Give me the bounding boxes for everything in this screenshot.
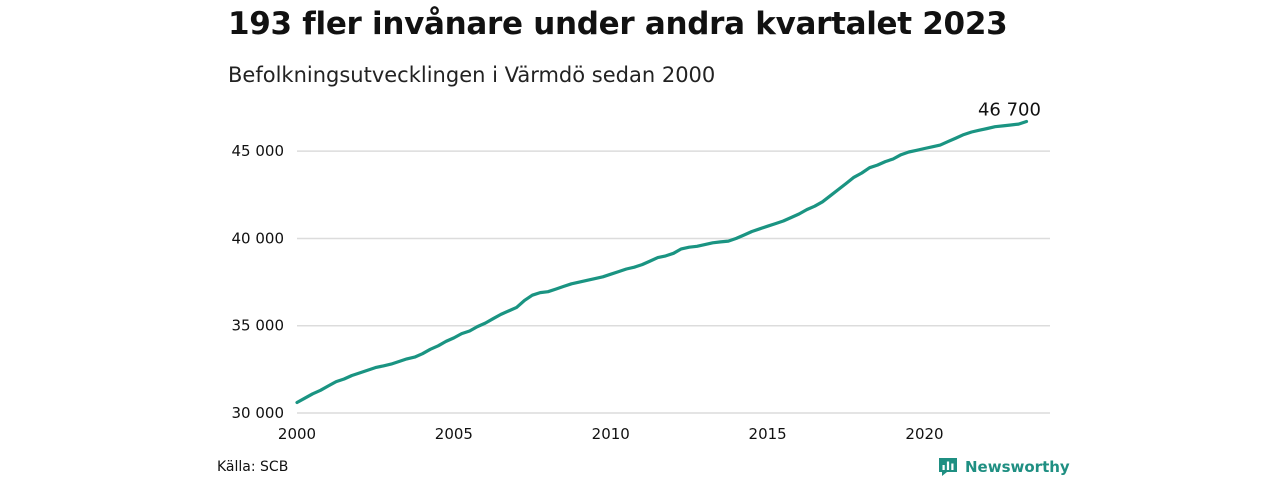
gridlines xyxy=(297,150,1050,414)
x-tick-label: 2000 xyxy=(278,425,316,443)
x-tick-label: 2005 xyxy=(435,425,473,443)
y-tick-label: 45 000 xyxy=(232,142,285,160)
y-axis-ticks: 30 000 35 000 40 000 45 000 xyxy=(232,142,285,422)
y-tick-label: 35 000 xyxy=(232,317,285,335)
y-tick-label: 40 000 xyxy=(232,229,285,247)
newsworthy-icon xyxy=(939,458,957,476)
x-tick-label: 2015 xyxy=(749,425,787,443)
x-tick-label: 2020 xyxy=(905,425,943,443)
newsworthy-logo: Newsworthy xyxy=(938,457,1070,477)
population-line xyxy=(295,119,1029,405)
source-note: Källa: SCB xyxy=(217,459,289,475)
brand-name: Newsworthy xyxy=(965,458,1070,476)
series-lines xyxy=(295,119,1029,405)
chart-subtitle: Befolkningsutvecklingen i Värmdö sedan 2… xyxy=(228,63,716,87)
y-tick-label: 30 000 xyxy=(232,404,285,422)
x-axis-ticks: 2000 2005 2010 2015 2020 xyxy=(278,425,944,443)
chart-title: 193 fler invånare under andra kvartalet … xyxy=(228,6,1008,42)
x-tick-label: 2010 xyxy=(592,425,630,443)
end-value-label: 46 700 xyxy=(978,99,1041,120)
